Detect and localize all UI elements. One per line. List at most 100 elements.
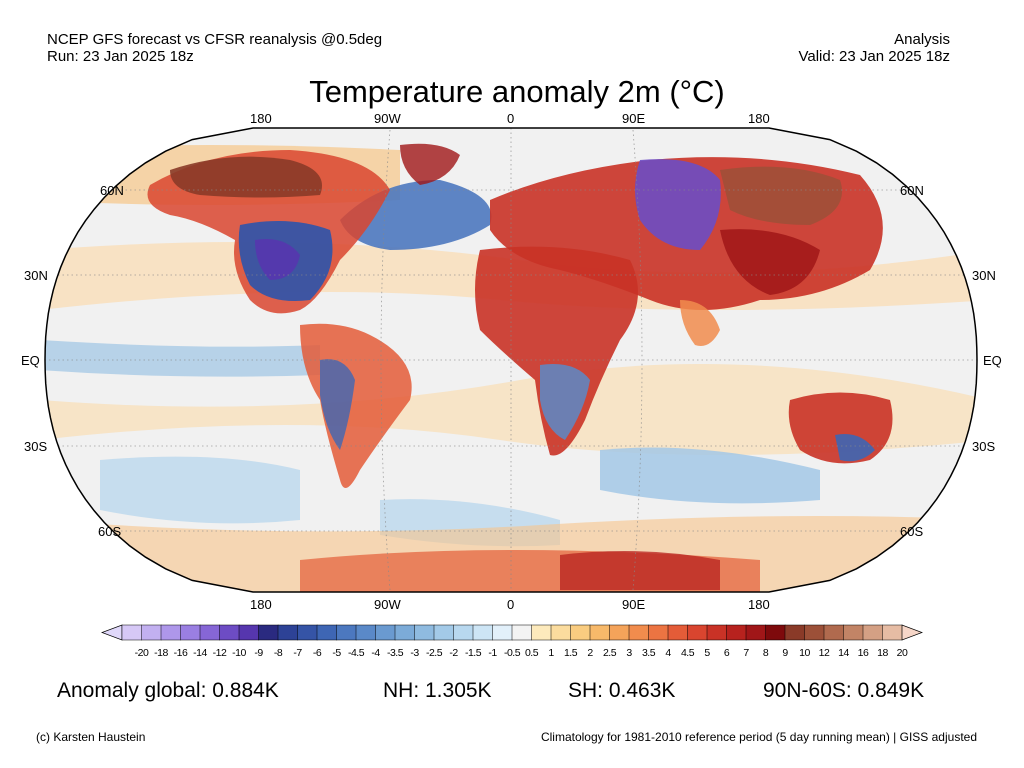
page-title: Temperature anomaly 2m (°C): [309, 74, 725, 109]
colorbar-tick-label: 6: [723, 647, 730, 659]
colorbar-tick-label: 2: [587, 647, 593, 659]
lon-label-top-90e: 90E: [622, 111, 646, 126]
run-time: Run: 23 Jan 2025 18z: [47, 48, 194, 65]
colorbar-swatch: [121, 624, 143, 641]
colorbar-swatch: [355, 624, 377, 641]
colorbar-tick-label: 18: [877, 647, 888, 659]
colorbar-tick-label: -16: [173, 647, 188, 659]
lon-label-top-90w: 90W: [374, 111, 401, 126]
colorbar-swatch: [414, 624, 435, 641]
anomaly-sh: SH: 0.463K: [568, 679, 676, 702]
colorbar-tick-label: -14: [193, 647, 207, 659]
colorbar-tick-label: -18: [154, 647, 168, 659]
colorbar: [101, 624, 923, 641]
africa-landmass: [475, 246, 638, 456]
colorbar-tick-label: 5: [704, 647, 710, 659]
lon-label-top-180w: 180: [250, 111, 272, 126]
anomaly-nh: NH: 1.305K: [383, 679, 492, 702]
lat-label-right-30n: 30N: [972, 268, 996, 283]
colorbar-swatch: [609, 624, 630, 641]
colorbar-swatch: [433, 624, 455, 641]
colorbar-tick-label: -1: [488, 647, 497, 659]
colorbar-tick-label: -1.5: [464, 647, 482, 659]
analysis-label: Analysis: [894, 31, 950, 48]
climatology-note: Climatology for 1981-2010 reference peri…: [540, 730, 977, 744]
colorbar-swatch: [199, 624, 221, 641]
lat-label-left-60s: 60S: [98, 524, 122, 539]
colorbar-swatch: [219, 624, 240, 641]
lat-label-left-60n: 60N: [100, 183, 124, 198]
colorbar-swatch: [882, 624, 903, 641]
colorbar-swatch: [667, 624, 689, 641]
colorbar-swatch: [706, 624, 728, 641]
colorbar-tick-label: 7: [743, 647, 749, 659]
colorbar-tick-label: -20: [134, 647, 149, 659]
colorbar-tick-label: 3: [626, 647, 632, 659]
colorbar-swatch: [316, 624, 338, 641]
globe-outline: [44, 127, 978, 593]
colorbar-swatch: [687, 624, 708, 641]
colorbar-tick-label: -0.5: [503, 647, 521, 659]
model-description: NCEP GFS forecast vs CFSR reanalysis @0.…: [47, 31, 383, 48]
lon-label-bottom-180w: 180: [250, 597, 272, 612]
copyright: (c) Karsten Haustein: [36, 730, 146, 744]
colorbar-swatch: [804, 624, 825, 641]
colorbar-swatch: [375, 624, 396, 641]
colorbar-tick-label: 16: [857, 647, 869, 659]
lon-label-bottom-0: 0: [507, 597, 515, 612]
colorbar-tick-label: -9: [254, 647, 263, 659]
colorbar-tick-label: -2.5: [425, 647, 443, 659]
graticule: [45, 128, 977, 592]
colorbar-swatch: [531, 624, 552, 641]
siberia-cold-anomaly: [635, 159, 721, 250]
colorbar-swatch: [258, 624, 279, 641]
lon-label-bottom-90e: 90E: [622, 597, 646, 612]
colorbar-swatch: [784, 624, 806, 641]
map-field: [45, 128, 977, 592]
colorbar-swatch: [726, 624, 747, 641]
lon-label-bottom-90w: 90W: [374, 597, 401, 612]
lon-label-top-0: 0: [507, 111, 515, 126]
colorbar-tick-label: 9: [782, 647, 788, 659]
colorbar-swatch: [570, 624, 591, 641]
lon-label-top-180e: 180: [748, 111, 770, 126]
colorbar-swatch: [394, 624, 416, 641]
lat-label-left-eq: EQ: [21, 353, 40, 368]
colorbar-tick-label: 3.5: [641, 647, 656, 659]
colorbar-tick-label: -12: [212, 647, 227, 659]
colorbar-swatch: [648, 624, 669, 641]
colorbar-swatch: [453, 624, 474, 641]
colorbar-tick-label: 8: [762, 647, 769, 659]
colorbar-tick-label: -2: [449, 647, 458, 659]
lat-label-right-60n: 60N: [900, 183, 924, 198]
colorbar-swatch: [492, 624, 513, 641]
colorbar-arrow-left: [101, 624, 123, 641]
colorbar-swatch: [160, 624, 182, 641]
colorbar-tick-label: -3: [410, 647, 419, 659]
anomaly-global: Anomaly global: 0.884K: [57, 679, 279, 702]
colorbar-tick-label: -3.5: [386, 647, 404, 659]
colorbar-swatch: [511, 624, 533, 641]
colorbar-tick-label: -4: [371, 647, 380, 659]
colorbar-tick-label: 10: [799, 647, 810, 659]
colorbar-tick-label: 2.5: [602, 647, 617, 659]
colorbar-swatch: [745, 624, 767, 641]
colorbar-swatch: [550, 624, 572, 641]
lat-label-left-30s: 30S: [24, 439, 48, 454]
valid-time: Valid: 23 Jan 2025 18z: [798, 48, 950, 65]
colorbar-arrow-right: [901, 624, 923, 641]
colorbar-tick-label: -6: [312, 647, 322, 659]
colorbar-swatch: [277, 624, 299, 641]
lat-label-right-eq: EQ: [983, 353, 1002, 368]
colorbar-tick-label: -10: [232, 647, 246, 659]
colorbar-tick-label: 14: [838, 647, 849, 659]
lat-label-right-60s: 60S: [900, 524, 924, 539]
colorbar-tick-label: -8: [273, 647, 283, 659]
colorbar-tick-label: -5: [332, 647, 341, 659]
colorbar-swatch: [589, 624, 611, 641]
colorbar-tick-label: -4.5: [347, 647, 365, 659]
colorbar-tick-label: 4.5: [680, 647, 695, 659]
colorbar-tick-label: 1: [548, 647, 554, 659]
colorbar-swatch: [472, 624, 494, 641]
